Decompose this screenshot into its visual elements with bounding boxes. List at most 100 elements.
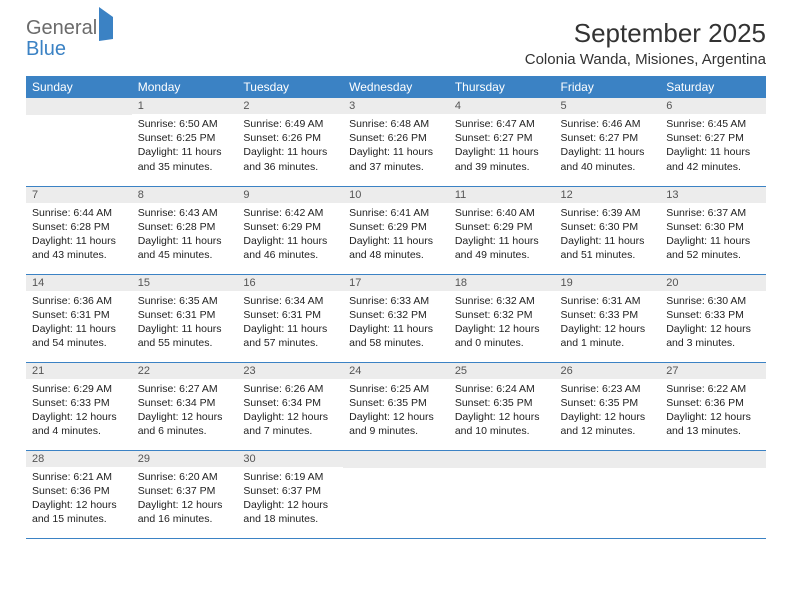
calendar-day-cell: 19Sunrise: 6:31 AMSunset: 6:33 PMDayligh… xyxy=(555,274,661,362)
sunset-text: Sunset: 6:31 PM xyxy=(32,308,126,322)
day-number: 29 xyxy=(132,451,238,467)
sunset-text: Sunset: 6:36 PM xyxy=(666,396,760,410)
day-number: 21 xyxy=(26,363,132,379)
sunrise-text: Sunrise: 6:47 AM xyxy=(455,117,549,131)
sunset-text: Sunset: 6:33 PM xyxy=(666,308,760,322)
day-details: Sunrise: 6:20 AMSunset: 6:37 PMDaylight:… xyxy=(132,467,238,531)
sunrise-text: Sunrise: 6:19 AM xyxy=(243,470,337,484)
sunset-text: Sunset: 6:35 PM xyxy=(561,396,655,410)
calendar-day-cell: 29Sunrise: 6:20 AMSunset: 6:37 PMDayligh… xyxy=(132,450,238,538)
sunset-text: Sunset: 6:29 PM xyxy=(455,220,549,234)
calendar-day-cell: 22Sunrise: 6:27 AMSunset: 6:34 PMDayligh… xyxy=(132,362,238,450)
day-details: Sunrise: 6:47 AMSunset: 6:27 PMDaylight:… xyxy=(449,114,555,178)
daylight-text: Daylight: 11 hours and 37 minutes. xyxy=(349,145,443,173)
day-details: Sunrise: 6:45 AMSunset: 6:27 PMDaylight:… xyxy=(660,114,766,178)
calendar-day-cell: 3Sunrise: 6:48 AMSunset: 6:26 PMDaylight… xyxy=(343,98,449,186)
calendar-body: 1Sunrise: 6:50 AMSunset: 6:25 PMDaylight… xyxy=(26,98,766,538)
day-details: Sunrise: 6:32 AMSunset: 6:32 PMDaylight:… xyxy=(449,291,555,355)
sunrise-text: Sunrise: 6:37 AM xyxy=(666,206,760,220)
day-number: 30 xyxy=(237,451,343,467)
day-number: 24 xyxy=(343,363,449,379)
day-details: Sunrise: 6:34 AMSunset: 6:31 PMDaylight:… xyxy=(237,291,343,355)
logo: General Blue xyxy=(26,18,113,60)
sunrise-text: Sunrise: 6:23 AM xyxy=(561,382,655,396)
day-number: 26 xyxy=(555,363,661,379)
day-details: Sunrise: 6:26 AMSunset: 6:34 PMDaylight:… xyxy=(237,379,343,443)
weekday-header: Thursday xyxy=(449,76,555,98)
sail-icon xyxy=(99,7,113,41)
day-number: 4 xyxy=(449,98,555,114)
daylight-text: Daylight: 11 hours and 40 minutes. xyxy=(561,145,655,173)
day-details: Sunrise: 6:33 AMSunset: 6:32 PMDaylight:… xyxy=(343,291,449,355)
daylight-text: Daylight: 12 hours and 7 minutes. xyxy=(243,410,337,438)
daylight-text: Daylight: 11 hours and 42 minutes. xyxy=(666,145,760,173)
calendar-day-cell: 2Sunrise: 6:49 AMSunset: 6:26 PMDaylight… xyxy=(237,98,343,186)
day-details: Sunrise: 6:27 AMSunset: 6:34 PMDaylight:… xyxy=(132,379,238,443)
calendar-day-cell: 23Sunrise: 6:26 AMSunset: 6:34 PMDayligh… xyxy=(237,362,343,450)
location-text: Colonia Wanda, Misiones, Argentina xyxy=(525,51,766,68)
header: General Blue September 2025 Colonia Wand… xyxy=(26,18,766,68)
sunset-text: Sunset: 6:37 PM xyxy=(138,484,232,498)
day-number: 8 xyxy=(132,187,238,203)
daylight-text: Daylight: 11 hours and 49 minutes. xyxy=(455,234,549,262)
sunset-text: Sunset: 6:37 PM xyxy=(243,484,337,498)
day-details: Sunrise: 6:25 AMSunset: 6:35 PMDaylight:… xyxy=(343,379,449,443)
calendar-day-cell: 20Sunrise: 6:30 AMSunset: 6:33 PMDayligh… xyxy=(660,274,766,362)
day-number: 17 xyxy=(343,275,449,291)
sunset-text: Sunset: 6:34 PM xyxy=(243,396,337,410)
calendar-day-cell: 14Sunrise: 6:36 AMSunset: 6:31 PMDayligh… xyxy=(26,274,132,362)
daylight-text: Daylight: 12 hours and 1 minute. xyxy=(561,322,655,350)
day-details: Sunrise: 6:30 AMSunset: 6:33 PMDaylight:… xyxy=(660,291,766,355)
logo-word-blue: Blue xyxy=(26,38,66,60)
weekday-header: Sunday xyxy=(26,76,132,98)
calendar-week-row: 21Sunrise: 6:29 AMSunset: 6:33 PMDayligh… xyxy=(26,362,766,450)
day-number: 10 xyxy=(343,187,449,203)
day-number: 27 xyxy=(660,363,766,379)
calendar-day-cell: 18Sunrise: 6:32 AMSunset: 6:32 PMDayligh… xyxy=(449,274,555,362)
daylight-text: Daylight: 12 hours and 3 minutes. xyxy=(666,322,760,350)
daylight-text: Daylight: 11 hours and 54 minutes. xyxy=(32,322,126,350)
calendar-day-cell: 1Sunrise: 6:50 AMSunset: 6:25 PMDaylight… xyxy=(132,98,238,186)
sunrise-text: Sunrise: 6:20 AM xyxy=(138,470,232,484)
calendar-day-cell: 4Sunrise: 6:47 AMSunset: 6:27 PMDaylight… xyxy=(449,98,555,186)
calendar-day-cell: 6Sunrise: 6:45 AMSunset: 6:27 PMDaylight… xyxy=(660,98,766,186)
sunrise-text: Sunrise: 6:50 AM xyxy=(138,117,232,131)
day-details: Sunrise: 6:50 AMSunset: 6:25 PMDaylight:… xyxy=(132,114,238,178)
calendar-day-cell: 26 Sunrise: 6:23 AMSunset: 6:35 PMDayligh… xyxy=(555,362,661,450)
day-number: 11 xyxy=(449,187,555,203)
day-number: 18 xyxy=(449,275,555,291)
daylight-text: Daylight: 12 hours and 16 minutes. xyxy=(138,498,232,526)
daylight-text: Daylight: 12 hours and 4 minutes. xyxy=(32,410,126,438)
daylight-text: Daylight: 11 hours and 48 minutes. xyxy=(349,234,443,262)
sunrise-text: Sunrise: 6:42 AM xyxy=(243,206,337,220)
day-details: Sunrise: 6:24 AMSunset: 6:35 PMDaylight:… xyxy=(449,379,555,443)
day-details: Sunrise: 6:44 AMSunset: 6:28 PMDaylight:… xyxy=(26,203,132,267)
day-details: Sunrise: 6:43 AMSunset: 6:28 PMDaylight:… xyxy=(132,203,238,267)
calendar-day-cell: 13Sunrise: 6:37 AMSunset: 6:30 PMDayligh… xyxy=(660,186,766,274)
day-details: Sunrise: 6:40 AMSunset: 6:29 PMDaylight:… xyxy=(449,203,555,267)
calendar-day-cell: 9Sunrise: 6:42 AMSunset: 6:29 PMDaylight… xyxy=(237,186,343,274)
sunset-text: Sunset: 6:30 PM xyxy=(666,220,760,234)
sunrise-text: Sunrise: 6:22 AM xyxy=(666,382,760,396)
sunrise-text: Sunrise: 6:29 AM xyxy=(32,382,126,396)
day-number: 3 xyxy=(343,98,449,114)
daylight-text: Daylight: 12 hours and 12 minutes. xyxy=(561,410,655,438)
sunset-text: Sunset: 6:32 PM xyxy=(349,308,443,322)
sunrise-text: Sunrise: 6:32 AM xyxy=(455,294,549,308)
calendar-day-cell: 7Sunrise: 6:44 AMSunset: 6:28 PMDaylight… xyxy=(26,186,132,274)
sunset-text: Sunset: 6:29 PM xyxy=(349,220,443,234)
day-number xyxy=(26,98,132,115)
daylight-text: Daylight: 12 hours and 15 minutes. xyxy=(32,498,126,526)
day-details: Sunrise: 6:42 AMSunset: 6:29 PMDaylight:… xyxy=(237,203,343,267)
sunrise-text: Sunrise: 6:45 AM xyxy=(666,117,760,131)
sunrise-text: Sunrise: 6:48 AM xyxy=(349,117,443,131)
day-details: Sunrise: 6:21 AMSunset: 6:36 PMDaylight:… xyxy=(26,467,132,531)
calendar-day-cell: 30Sunrise: 6:19 AMSunset: 6:37 PMDayligh… xyxy=(237,450,343,538)
month-title: September 2025 xyxy=(525,18,766,49)
sunset-text: Sunset: 6:26 PM xyxy=(243,131,337,145)
calendar-day-cell: 15Sunrise: 6:35 AMSunset: 6:31 PMDayligh… xyxy=(132,274,238,362)
daylight-text: Daylight: 12 hours and 13 minutes. xyxy=(666,410,760,438)
weekday-header: Monday xyxy=(132,76,238,98)
daylight-text: Daylight: 11 hours and 57 minutes. xyxy=(243,322,337,350)
sunset-text: Sunset: 6:33 PM xyxy=(32,396,126,410)
